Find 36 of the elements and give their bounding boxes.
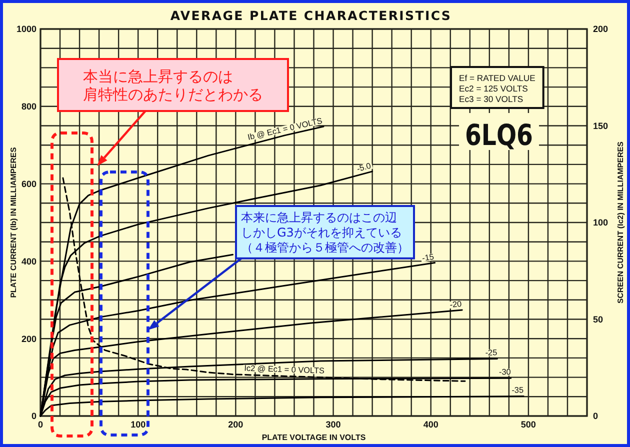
annotation: Ec2 = 125 VOLTS — [459, 84, 528, 94]
annotation: （４極管から５極管への改善） — [241, 240, 409, 254]
y2-tick-label: 0 — [593, 411, 598, 422]
x-tick-label: 100 — [130, 420, 146, 430]
y2-tick-label: 50 — [593, 314, 604, 324]
annotation: 本当に急上昇するのは — [83, 67, 233, 86]
series-label: -35 — [512, 386, 524, 395]
annotation: しかしG3がそれを抑えている — [241, 225, 402, 240]
series-label: Ic2 @ Ec1 = 0 VOLTS — [244, 364, 326, 376]
y-tick-label: 800 — [21, 102, 36, 112]
series-label: -20 — [449, 299, 462, 310]
x-tick-label: 200 — [228, 420, 244, 430]
x-tick-label: 300 — [326, 420, 341, 430]
x-tick-label: 0 — [38, 420, 44, 430]
annotation: 肩特性のあたりだとわかる — [83, 85, 263, 104]
text: -5.0 — [356, 161, 372, 174]
annotation: 6LQ6 — [465, 118, 548, 152]
series-label: -25 — [485, 348, 498, 358]
y-tick-label: 1000 — [16, 24, 36, 34]
y2-tick-label: 150 — [593, 120, 608, 131]
text: Ib @ Ec1 = 0 VOLTS — [246, 116, 324, 142]
y2-tick-label: 200 — [593, 24, 608, 34]
y-tick-label: 600 — [21, 179, 36, 189]
x-tick-label: 400 — [423, 420, 438, 430]
chart-title: AVERAGE PLATE CHARACTERISTICS — [170, 8, 452, 23]
series-label: -30 — [498, 368, 512, 377]
annotation: Ef = RATED VALUE — [459, 73, 536, 83]
x-axis-title: PLATE VOLTAGE IN VOLTS — [262, 433, 366, 442]
x-tick-label: 500 — [520, 420, 536, 430]
y-tick-label: 200 — [21, 334, 36, 344]
y-tick-label: 400 — [21, 256, 36, 266]
y2-tick-label: 100 — [593, 218, 608, 228]
annotation: 本来に急上昇するのはこの辺 — [241, 210, 397, 224]
text: -15 — [421, 252, 435, 264]
y-tick-label: 0 — [31, 411, 36, 422]
annotation: Ec3 = 30 VOLTS — [459, 94, 524, 104]
